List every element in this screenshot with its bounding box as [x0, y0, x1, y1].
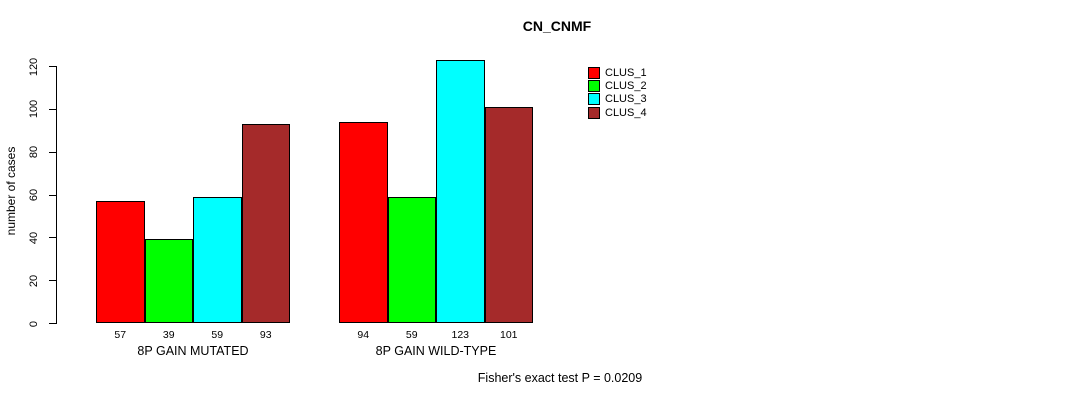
bar-value-label: 93 [259, 329, 272, 341]
legend-label: CLUS_3 [605, 93, 647, 106]
bar-value-label: 39 [162, 329, 175, 341]
bar-value-label: 57 [114, 329, 127, 341]
legend: CLUS_1 CLUS_2 CLUS_3 CLUS_4 [588, 66, 647, 119]
chart-title: CN_CNMF [522, 18, 592, 34]
group-label: 8P GAIN MUTATED [137, 344, 249, 358]
annotation-fisher-test: Fisher's exact test P = 0.0209 [477, 371, 643, 385]
legend-item: CLUS_1 [588, 66, 647, 79]
bar-value-label: 94 [357, 329, 370, 341]
y-axis-tick-label: 60 [28, 188, 40, 202]
legend-item: CLUS_4 [588, 106, 647, 119]
bar-clus-4-8p-gain-mutated [241, 123, 290, 323]
y-axis-tick-label: 20 [28, 274, 40, 287]
y-axis-tick-label: 120 [28, 57, 40, 76]
y-axis-tick-label: 40 [28, 231, 40, 244]
y-axis-tick-label: 80 [28, 146, 40, 159]
bar-clus-1-8p-gain-wild-type [339, 121, 388, 323]
y-axis-tick-label: 100 [28, 100, 40, 119]
y-axis-tick [49, 237, 56, 239]
legend-label: CLUS_4 [605, 106, 647, 119]
bar-value-label: 59 [211, 329, 224, 341]
y-axis-tick [49, 151, 56, 153]
y-axis-tick-label: 0 [28, 320, 40, 327]
y-axis-tick [49, 323, 56, 324]
y-axis-tick [49, 66, 56, 67]
bar-clus-4-8p-gain-wild-type [484, 106, 533, 323]
y-axis-line [56, 66, 57, 324]
y-axis-tick [49, 194, 56, 196]
legend-label: CLUS_2 [605, 79, 647, 92]
bar-clus-1-8p-gain-mutated [96, 200, 145, 323]
bar-clus-2-8p-gain-wild-type [387, 196, 436, 323]
legend-swatch [588, 79, 600, 92]
bar-value-label: 59 [405, 329, 418, 341]
bar-clus-2-8p-gain-mutated [144, 239, 193, 323]
bar-value-label: 123 [451, 329, 470, 341]
y-axis-tick [49, 280, 56, 282]
legend-item: CLUS_2 [588, 79, 647, 92]
legend-label: CLUS_1 [605, 66, 647, 79]
bar-value-label: 101 [499, 329, 518, 341]
legend-swatch [588, 66, 600, 79]
legend-swatch [588, 106, 600, 119]
bar-clus-3-8p-gain-mutated [193, 196, 242, 323]
y-axis-tick [49, 108, 56, 110]
bar-clus-3-8p-gain-wild-type [436, 59, 485, 323]
y-axis-label: number of cases [4, 146, 18, 236]
group-label: 8P GAIN WILD-TYPE [375, 344, 497, 358]
legend-item: CLUS_3 [588, 93, 647, 106]
legend-swatch [588, 93, 600, 106]
